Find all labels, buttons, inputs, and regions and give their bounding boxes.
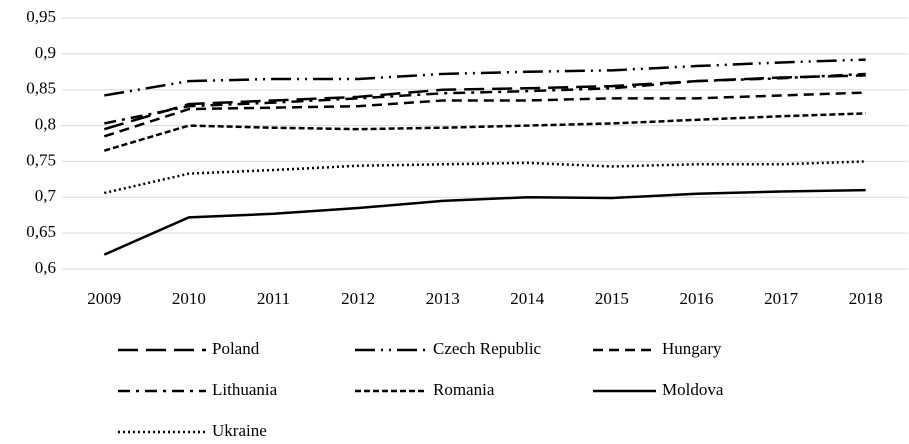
x-tick-label: 2009	[87, 289, 121, 308]
series-line	[103, 188, 866, 256]
legend-label: Lithuania	[212, 380, 278, 399]
series-line	[104, 58, 866, 97]
x-tick-label: 2014	[510, 289, 545, 308]
legend-label: Ukraine	[212, 421, 267, 440]
y-tick-label: 0,75	[26, 150, 56, 169]
x-tick-label: 2011	[257, 289, 290, 308]
legend-label: Czech Republic	[433, 339, 542, 358]
series-line	[103, 112, 866, 152]
x-tick-label: 2018	[849, 289, 883, 308]
x-tick-label: 2010	[172, 289, 206, 308]
series-line	[104, 72, 866, 125]
x-tick-label: 2015	[595, 289, 629, 308]
legend-label: Moldova	[662, 380, 724, 399]
y-tick-label: 0,7	[35, 186, 57, 205]
y-tick-label: 0,8	[35, 114, 56, 133]
legend-label: Hungary	[662, 339, 722, 358]
legend-label: Poland	[212, 339, 260, 358]
series-line	[103, 74, 866, 131]
x-tick-label: 2016	[680, 289, 714, 308]
y-tick-label: 0,9	[35, 43, 56, 62]
x-tick-label: 2013	[426, 289, 460, 308]
y-tick-label: 0,95	[26, 7, 56, 26]
legend-label: Romania	[433, 380, 495, 399]
y-tick-label: 0,6	[35, 258, 56, 277]
y-tick-label: 0,65	[26, 222, 56, 241]
x-tick-label: 2017	[764, 289, 799, 308]
y-tick-label: 0,85	[26, 79, 56, 98]
series-line	[104, 160, 866, 195]
series-line	[103, 91, 866, 138]
x-tick-label: 2012	[341, 289, 375, 308]
